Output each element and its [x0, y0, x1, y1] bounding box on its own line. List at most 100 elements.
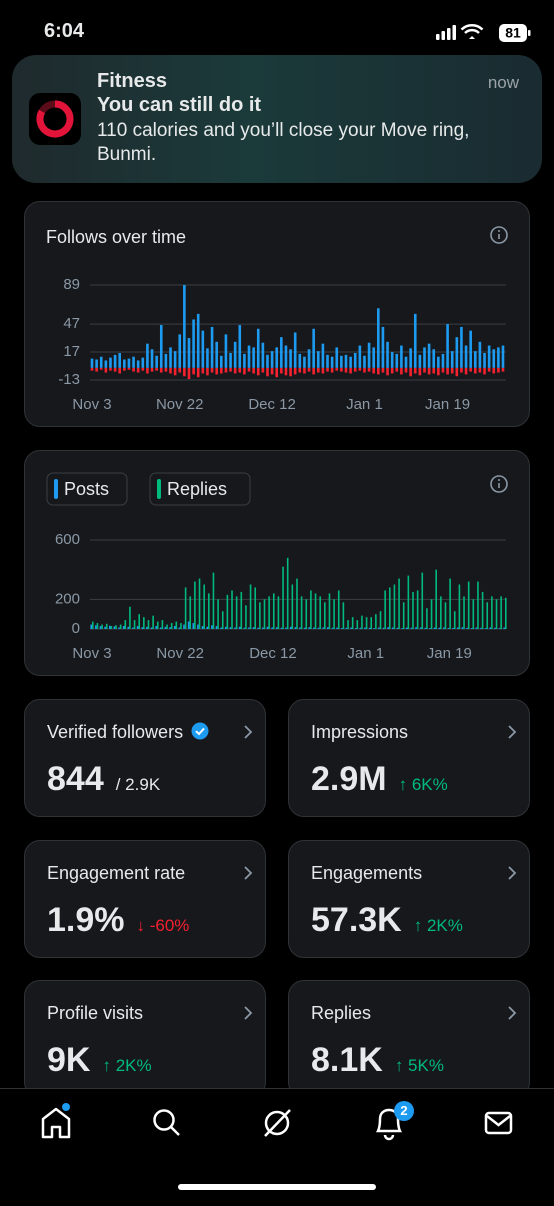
metric-card[interactable]: Impressions 2.9M ↑ 6K% [288, 699, 530, 817]
info-icon[interactable] [490, 475, 508, 493]
bar [124, 620, 127, 629]
bar [266, 626, 269, 629]
bar [307, 349, 311, 368]
bar [178, 334, 182, 368]
bar [382, 627, 385, 629]
bar [132, 356, 135, 368]
fitness-icon [29, 93, 81, 145]
bar [419, 627, 422, 629]
metric-card[interactable]: Verified followers 844 / 2.9K [24, 699, 266, 817]
bar [316, 367, 320, 373]
metric-card[interactable]: Replies 8.1K ↑ 5K% [288, 980, 530, 1098]
bar [424, 627, 427, 629]
bar [210, 326, 214, 368]
bar [303, 356, 306, 368]
bar [300, 596, 303, 629]
bar [183, 624, 185, 629]
bar [377, 367, 380, 375]
notification[interactable]: Fitness now You can still do it 110 calo… [12, 55, 542, 183]
bar [143, 617, 145, 629]
metric-card[interactable]: Engagement rate 1.9% ↓ -60% [24, 840, 266, 958]
bar [492, 367, 496, 374]
bar [194, 581, 196, 629]
bar [160, 627, 162, 629]
bar [104, 626, 106, 629]
bar [310, 590, 312, 629]
bar [470, 628, 473, 629]
bar [393, 584, 396, 629]
messages-tab[interactable] [484, 1111, 513, 1135]
bar [220, 627, 222, 629]
bar [381, 367, 385, 373]
bar [201, 626, 204, 629]
search-tab[interactable] [153, 1109, 180, 1136]
legend-item[interactable]: Posts [46, 472, 128, 506]
bar [460, 367, 463, 373]
bar [178, 627, 181, 629]
bar [184, 587, 187, 629]
bar [446, 367, 449, 375]
bar [404, 367, 408, 373]
bar [293, 367, 297, 375]
metric-change: ↑ 5K% [394, 1056, 444, 1075]
bar [118, 352, 122, 368]
bar [226, 594, 229, 629]
bar [450, 351, 454, 368]
bar [441, 367, 445, 373]
bar [372, 347, 375, 368]
bar [286, 557, 289, 629]
info-icon[interactable] [490, 226, 508, 244]
bar [110, 626, 113, 629]
legend-item[interactable]: Replies [149, 472, 251, 506]
bar [150, 367, 154, 372]
bar [90, 624, 92, 629]
bar [270, 351, 274, 368]
bar [375, 614, 377, 629]
metric-card[interactable]: Profile visits 9K ↑ 2K% [24, 980, 266, 1098]
bar [364, 627, 366, 629]
metric-number: 57.3K [311, 901, 402, 939]
bar [407, 575, 410, 629]
bar [259, 602, 261, 629]
bar [298, 353, 302, 368]
bar [173, 367, 177, 376]
bar [450, 367, 454, 374]
metric-card[interactable]: Engagements 57.3K ↑ 2K% [288, 840, 530, 958]
bar [418, 367, 422, 376]
bar [330, 367, 334, 373]
bar [437, 356, 440, 368]
x-tick-label: Jan 1 [346, 396, 383, 413]
metric-number: 8.1K [311, 1041, 383, 1079]
legend-label: Posts [64, 479, 109, 499]
bar [486, 602, 489, 629]
grok-tab[interactable] [264, 1109, 291, 1137]
bar [231, 590, 233, 629]
bar [322, 627, 325, 629]
bar [285, 627, 287, 629]
bar [349, 367, 352, 374]
bar [238, 626, 241, 629]
bar [313, 627, 315, 629]
bar [469, 330, 472, 368]
chart-card: 600 200 0 Nov 3 Nov 22 Dec 12 Jan 1 Jan 19 Posts… [24, 450, 530, 676]
bar [136, 367, 140, 373]
bar [316, 351, 320, 368]
bar [280, 367, 283, 374]
bar [234, 627, 236, 629]
bar [247, 367, 251, 372]
home-tab[interactable] [41, 1103, 71, 1139]
bar [437, 367, 440, 376]
bar [159, 367, 163, 373]
bar [208, 593, 210, 629]
bar [447, 628, 450, 629]
bar [349, 356, 352, 368]
notifications-tab[interactable]: 2 [375, 1101, 414, 1141]
bar [390, 367, 394, 374]
bar [289, 367, 292, 377]
bar [326, 367, 329, 372]
bar [363, 367, 366, 373]
bar [404, 356, 408, 368]
bar [498, 628, 501, 629]
bar [453, 611, 456, 629]
x-tick-label: Nov 22 [156, 645, 204, 662]
